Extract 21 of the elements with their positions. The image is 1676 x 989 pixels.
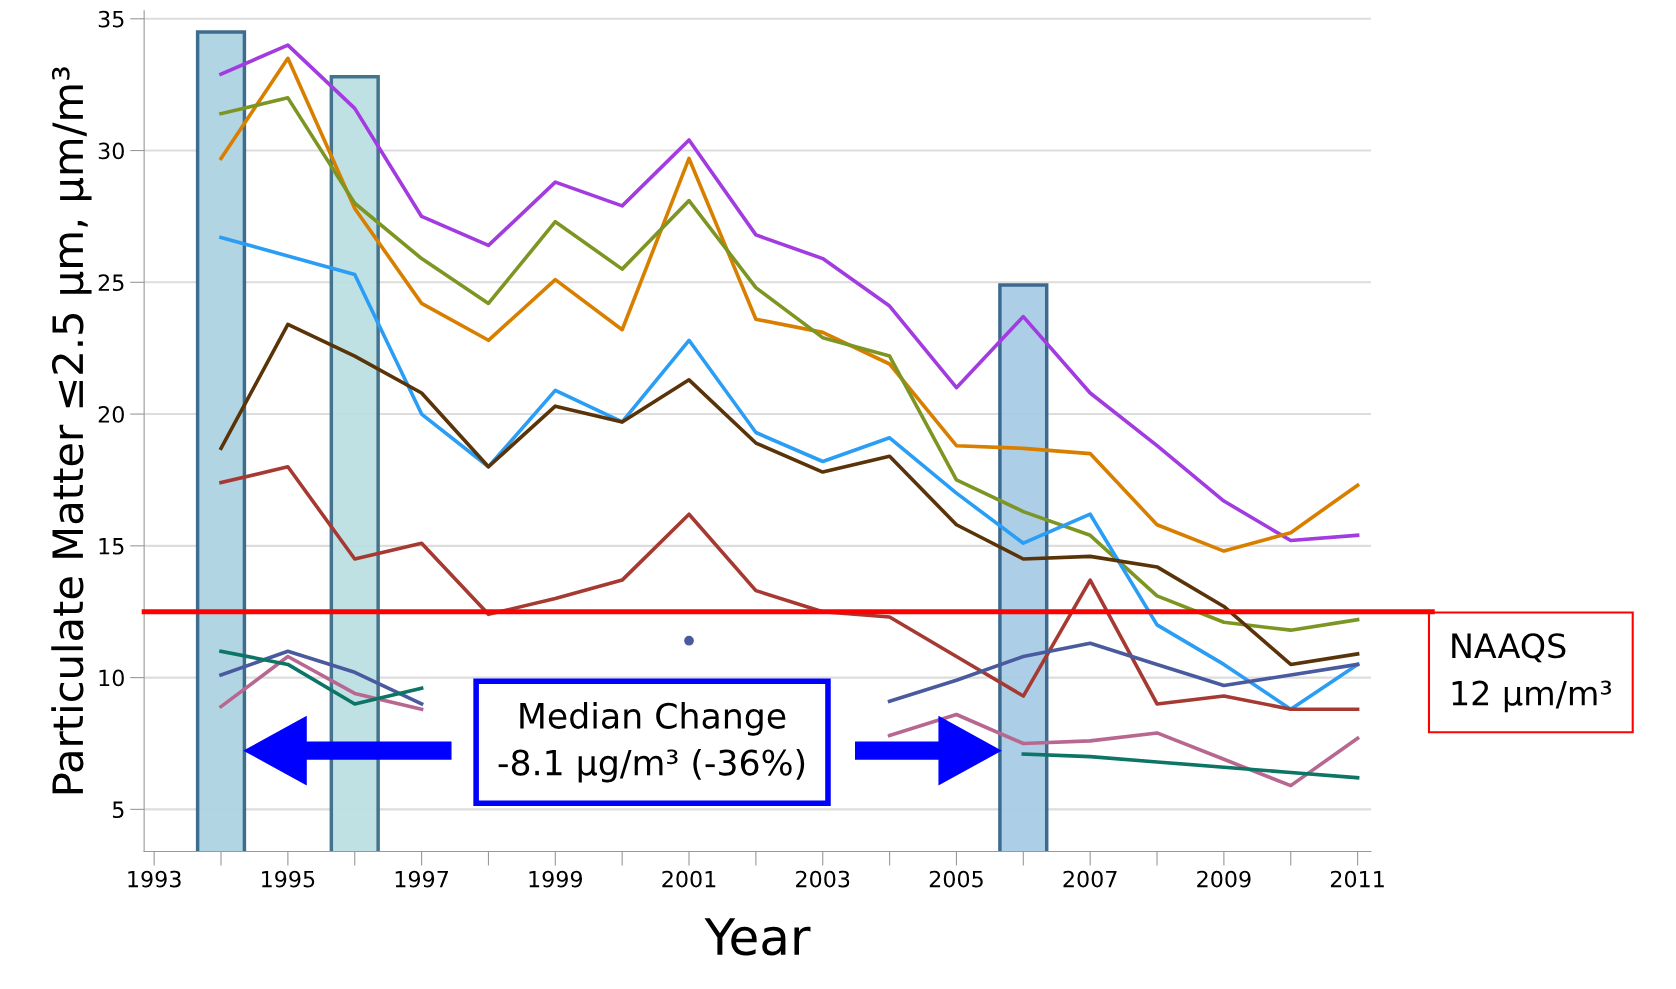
x-tick-label: 2009 (1197, 870, 1251, 888)
x-tick-label: 1995 (262, 870, 315, 888)
x-tick-label: 2007 (1063, 870, 1117, 888)
y-axis-title: Particulate Matter ≤2.5 µm, µm/m³ (51, 67, 92, 794)
x-tick-label: 2003 (796, 870, 850, 888)
annotation: Median Change -8.1 µg/m³ (-36%) (498, 702, 805, 783)
x-tick-label: 2011 (1330, 870, 1384, 888)
x-axis-title: Year (704, 918, 811, 956)
y-tick-label: 20 (98, 406, 124, 423)
y-tick-label: 25 (98, 274, 124, 292)
y-tick-label: 30 (98, 142, 124, 160)
y-tick-label: 10 (99, 669, 124, 687)
ref-line-label: NAAQS 12 µm/m³ (1452, 633, 1612, 713)
x-tick-label: 2001 (662, 870, 716, 888)
x-tick-label: 2005 (929, 870, 983, 888)
x-tick-label: 1993 (128, 870, 181, 888)
y-tick-label: 15 (99, 538, 124, 555)
x-tick-label: 1997 (395, 870, 448, 888)
x-tick-label: 1999 (529, 870, 583, 888)
y-tick-label: 5 (112, 801, 124, 819)
y-tick-label: 35 (98, 10, 124, 28)
